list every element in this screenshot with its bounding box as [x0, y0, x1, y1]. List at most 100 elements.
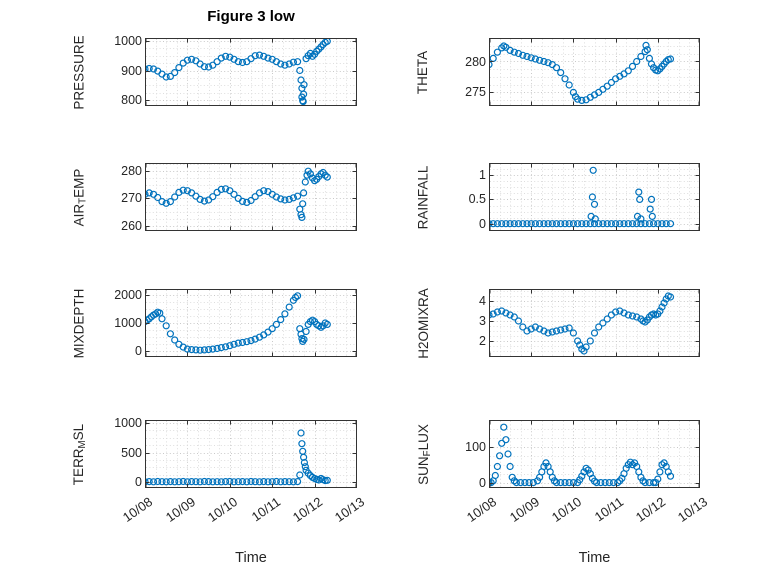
data-point [264, 328, 272, 336]
y-tick-label: 3 [479, 313, 486, 328]
data-point [158, 315, 166, 323]
y-tick-labels: 275 280 [442, 38, 486, 106]
data-point [633, 220, 641, 228]
data-point [591, 215, 599, 223]
data-point [145, 190, 149, 198]
axes-box [145, 420, 357, 488]
data-point [272, 477, 280, 486]
data-point [277, 195, 285, 203]
subplot-air-temp: AIRTEMP 260 270 280 [72, 163, 357, 231]
data-point [552, 478, 561, 487]
data-point [296, 471, 304, 479]
data-point [637, 215, 645, 223]
x-tick-labels: 10/08 10/09 10/10 10/11 10/12 10/13 [120, 488, 367, 548]
data-point [552, 327, 561, 335]
plot-area [145, 289, 357, 357]
y-axis-label-part: SL [71, 423, 87, 440]
y-tick-label: 270 [121, 191, 142, 206]
data-point [506, 311, 514, 319]
data-point [226, 342, 234, 350]
plot-area [489, 420, 700, 488]
data-point [303, 171, 311, 179]
data-point [557, 220, 565, 228]
data-point [281, 196, 289, 204]
y-tick-label: 0 [135, 344, 142, 359]
y-tick-label: 260 [121, 218, 142, 233]
data-point [662, 220, 670, 228]
data-point [171, 68, 179, 77]
data-point [603, 315, 611, 323]
y-axis-label-part: AIR [71, 203, 87, 226]
x-tick-label: 10/12 [289, 494, 326, 525]
data-point [654, 475, 662, 483]
data-point [637, 52, 645, 61]
data-point [565, 478, 573, 487]
data-point [209, 478, 217, 486]
data-point [576, 341, 584, 349]
grid [490, 421, 699, 487]
data-point [299, 97, 307, 106]
data-point [264, 54, 272, 62]
data-point [221, 185, 230, 193]
y-tick-label: 2000 [114, 287, 142, 302]
plot-area [145, 38, 357, 106]
plot-canvas [145, 38, 357, 106]
data-point [300, 458, 308, 467]
data-point [489, 479, 495, 487]
data-points [145, 429, 331, 486]
data-point [300, 90, 308, 98]
data-point [226, 53, 234, 61]
y-axis-label-subscript: T [77, 197, 89, 204]
y-axis-label-subscript: M [77, 439, 89, 448]
data-point [277, 478, 285, 486]
data-point [523, 220, 531, 228]
data-point [204, 477, 213, 486]
data-point [291, 293, 300, 302]
x-tick-labels [489, 106, 700, 166]
data-point [580, 468, 588, 476]
data-point [289, 478, 297, 486]
data-point [154, 477, 162, 486]
data-point [611, 220, 620, 228]
plot-canvas [145, 289, 357, 357]
y-axis-label-part: EMP [71, 168, 87, 198]
data-point [506, 220, 514, 228]
x-tick-label: 10/10 [548, 494, 585, 525]
data-point [519, 220, 527, 228]
data-point [584, 466, 592, 474]
data-point [647, 60, 656, 68]
plot-canvas [145, 420, 357, 488]
data-point [152, 310, 160, 318]
data-point [601, 478, 609, 487]
data-point [489, 311, 493, 319]
y-tick-labels: 2 3 4 [442, 289, 486, 357]
data-point [636, 195, 644, 204]
data-point [531, 323, 540, 331]
grid [490, 290, 699, 357]
data-point [607, 220, 616, 228]
data-point [607, 311, 616, 319]
y-tick-label: 2 [479, 333, 486, 348]
data-point [582, 464, 590, 472]
data-point [535, 220, 544, 228]
y-axis-label: MIXDEPTH [69, 283, 89, 363]
data-point [200, 477, 209, 486]
data-point [289, 194, 297, 202]
data-point [285, 60, 293, 68]
plot-canvas [489, 420, 700, 488]
data-point [614, 478, 622, 487]
data-points [145, 292, 331, 354]
data-point [145, 65, 149, 73]
y-axis-label-text: MIXDEPTH [72, 288, 87, 358]
y-axis-label-part: LUX [415, 423, 431, 450]
subplot-theta: THETA 275 280 [416, 38, 700, 106]
data-point [641, 318, 649, 326]
data-point [162, 73, 170, 81]
data-point [523, 327, 531, 335]
y-axis-label: SUNFLUX [413, 414, 433, 494]
data-point [234, 58, 242, 66]
plot-area [489, 38, 700, 106]
subplot-rainfall: RAINFALL 0 0.5 1 [416, 163, 700, 231]
y-axis-label: AIRTEMP [69, 157, 89, 237]
data-point [323, 320, 331, 329]
